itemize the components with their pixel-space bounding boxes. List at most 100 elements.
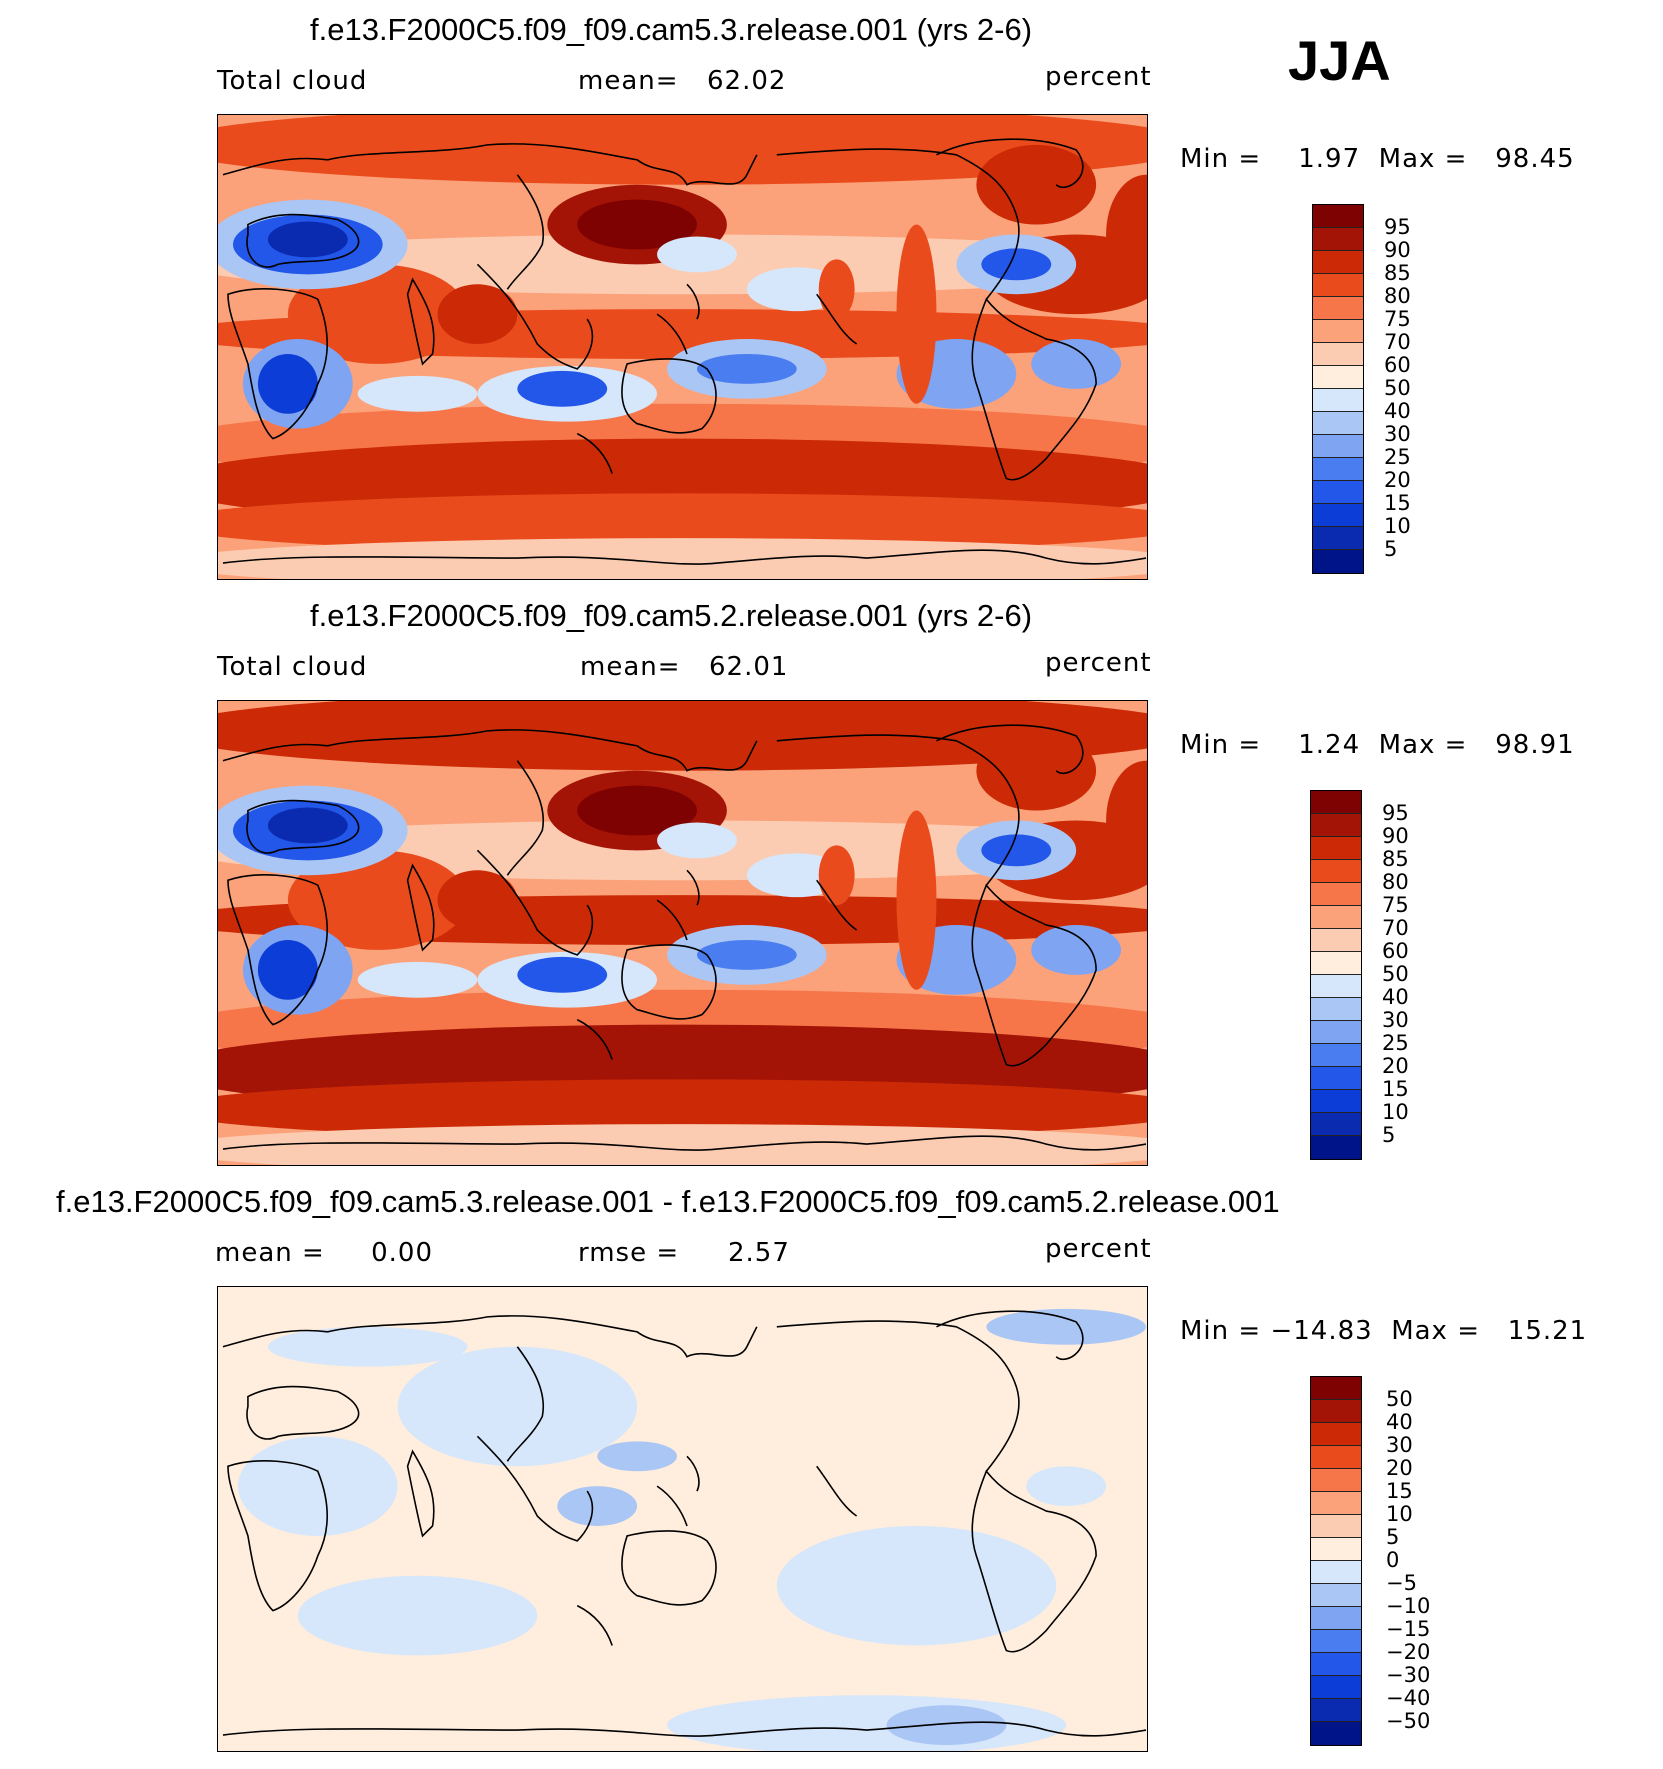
colorbar-tick-label: 5 xyxy=(1384,537,1398,561)
colorbar-swatch xyxy=(1311,1607,1361,1630)
coastline xyxy=(576,1018,613,1060)
field-contour-region xyxy=(267,221,348,258)
colorbar-swatch xyxy=(1311,952,1361,975)
field-contour-region xyxy=(267,1326,468,1367)
colorbar-swatch xyxy=(1311,1067,1361,1090)
coastline xyxy=(506,174,545,290)
colorbar-tick-label: 15 xyxy=(1382,1077,1409,1101)
field-contour-region xyxy=(267,807,348,844)
panel1-colorbar xyxy=(1312,204,1364,574)
colorbar-swatch xyxy=(1313,343,1363,366)
colorbar-tick-label: 5 xyxy=(1386,1525,1400,1549)
field-contour-region xyxy=(1106,174,1147,295)
colorbar-tick-label: 25 xyxy=(1382,1031,1409,1055)
colorbar-tick-label: 25 xyxy=(1384,445,1411,469)
coastline xyxy=(406,277,435,366)
field-contour-region xyxy=(1031,925,1122,975)
colorbar-tick-label: 15 xyxy=(1384,491,1411,515)
colorbar-tick-label: 40 xyxy=(1386,1410,1413,1434)
field-contour-region xyxy=(1106,760,1147,881)
coastline xyxy=(621,1530,717,1606)
colorbar-swatch xyxy=(1311,860,1361,883)
colorbar-swatch xyxy=(1311,1515,1361,1538)
colorbar-tick-label: 20 xyxy=(1384,468,1411,492)
field-contour-region xyxy=(577,785,697,836)
colorbar-swatch xyxy=(1313,504,1363,527)
coastline xyxy=(222,729,758,772)
field-contour-region xyxy=(818,259,855,320)
coastline xyxy=(971,1469,1097,1653)
field-contour-region xyxy=(321,1735,713,1751)
coastline xyxy=(506,1346,545,1462)
field-contour-region xyxy=(218,493,1147,554)
colorbar-tick-label: 30 xyxy=(1386,1433,1413,1457)
coastline xyxy=(816,1465,858,1517)
colorbar-tick-label: 95 xyxy=(1382,801,1409,825)
coastline xyxy=(406,1449,435,1538)
colorbar-tick-label: 10 xyxy=(1384,514,1411,538)
colorbar-tick-label: 40 xyxy=(1384,399,1411,423)
colorbar-tick-label: 80 xyxy=(1382,870,1409,894)
field-contour-region xyxy=(637,1356,797,1397)
colorbar-swatch xyxy=(1313,435,1363,458)
field-contour-region xyxy=(517,956,608,993)
coastline xyxy=(406,863,435,952)
colorbar-swatch xyxy=(1311,1538,1361,1561)
colorbar-swatch xyxy=(1313,297,1363,320)
colorbar-swatch xyxy=(1311,1630,1361,1653)
field-contour-region xyxy=(297,1575,538,1656)
field-contour-region xyxy=(237,1436,398,1536)
coastline xyxy=(971,883,1097,1067)
field-contour-region xyxy=(517,370,608,407)
field-contour-region xyxy=(776,1525,1057,1646)
colorbar-swatch xyxy=(1313,389,1363,412)
colorbar-swatch xyxy=(1311,837,1361,860)
coastline xyxy=(776,734,1020,886)
field-contour-region xyxy=(896,810,937,990)
field-contour-region xyxy=(597,1441,678,1472)
colorbar-swatch xyxy=(1313,274,1363,297)
colorbar-tick-label: 5 xyxy=(1382,1123,1396,1147)
colorbar-tick-label: 75 xyxy=(1384,307,1411,331)
colorbar-swatch xyxy=(1311,1021,1361,1044)
colorbar-swatch xyxy=(1313,481,1363,504)
field-contour-region xyxy=(257,939,318,1000)
field-contour-region xyxy=(657,236,737,273)
colorbar-tick-label: 15 xyxy=(1386,1479,1413,1503)
coastline xyxy=(971,297,1097,481)
field-contour-region xyxy=(257,353,318,414)
colorbar-swatch xyxy=(1311,1044,1361,1067)
colorbar-tick-label: 30 xyxy=(1382,1008,1409,1032)
coastline xyxy=(776,1320,1020,1472)
colorbar-tick-label: 60 xyxy=(1382,939,1409,963)
colorbar-swatch xyxy=(1313,320,1363,343)
colorbar-tick-label: 70 xyxy=(1384,330,1411,354)
coastline xyxy=(576,1604,613,1646)
coastline xyxy=(936,724,1084,775)
colorbar-tick-label: 90 xyxy=(1384,238,1411,262)
coastline xyxy=(222,1721,1147,1737)
colorbar-swatch xyxy=(1313,550,1363,573)
coastline xyxy=(656,1485,688,1527)
field-contour-region xyxy=(657,822,737,859)
panel1-variable-label: Total cloud xyxy=(217,66,368,96)
panel1-title: f.e13.F2000C5.f09_f09.cam5.3.release.001… xyxy=(310,12,1033,47)
field-contour-region xyxy=(986,1308,1147,1345)
coastline xyxy=(476,263,594,370)
field-contour-region xyxy=(577,199,697,250)
colorbar-tick-label: 85 xyxy=(1384,261,1411,285)
coastline xyxy=(816,879,858,931)
coastline xyxy=(222,143,758,186)
colorbar-swatch xyxy=(1311,929,1361,952)
field-contour-region xyxy=(218,1079,1147,1140)
colorbar-swatch xyxy=(1311,1722,1361,1745)
coastline xyxy=(776,148,1020,300)
coastline xyxy=(936,138,1084,189)
panel2-title: f.e13.F2000C5.f09_f09.cam5.2.release.001… xyxy=(310,598,1033,633)
colorbar-tick-label: 40 xyxy=(1382,985,1409,1009)
colorbar-tick-label: 30 xyxy=(1384,422,1411,446)
panel3-minmax: Min = −14.83 Max = 15.21 xyxy=(1180,1316,1588,1346)
colorbar-tick-label: 85 xyxy=(1382,847,1409,871)
colorbar-swatch xyxy=(1313,412,1363,435)
field-contour-region xyxy=(218,115,1147,185)
